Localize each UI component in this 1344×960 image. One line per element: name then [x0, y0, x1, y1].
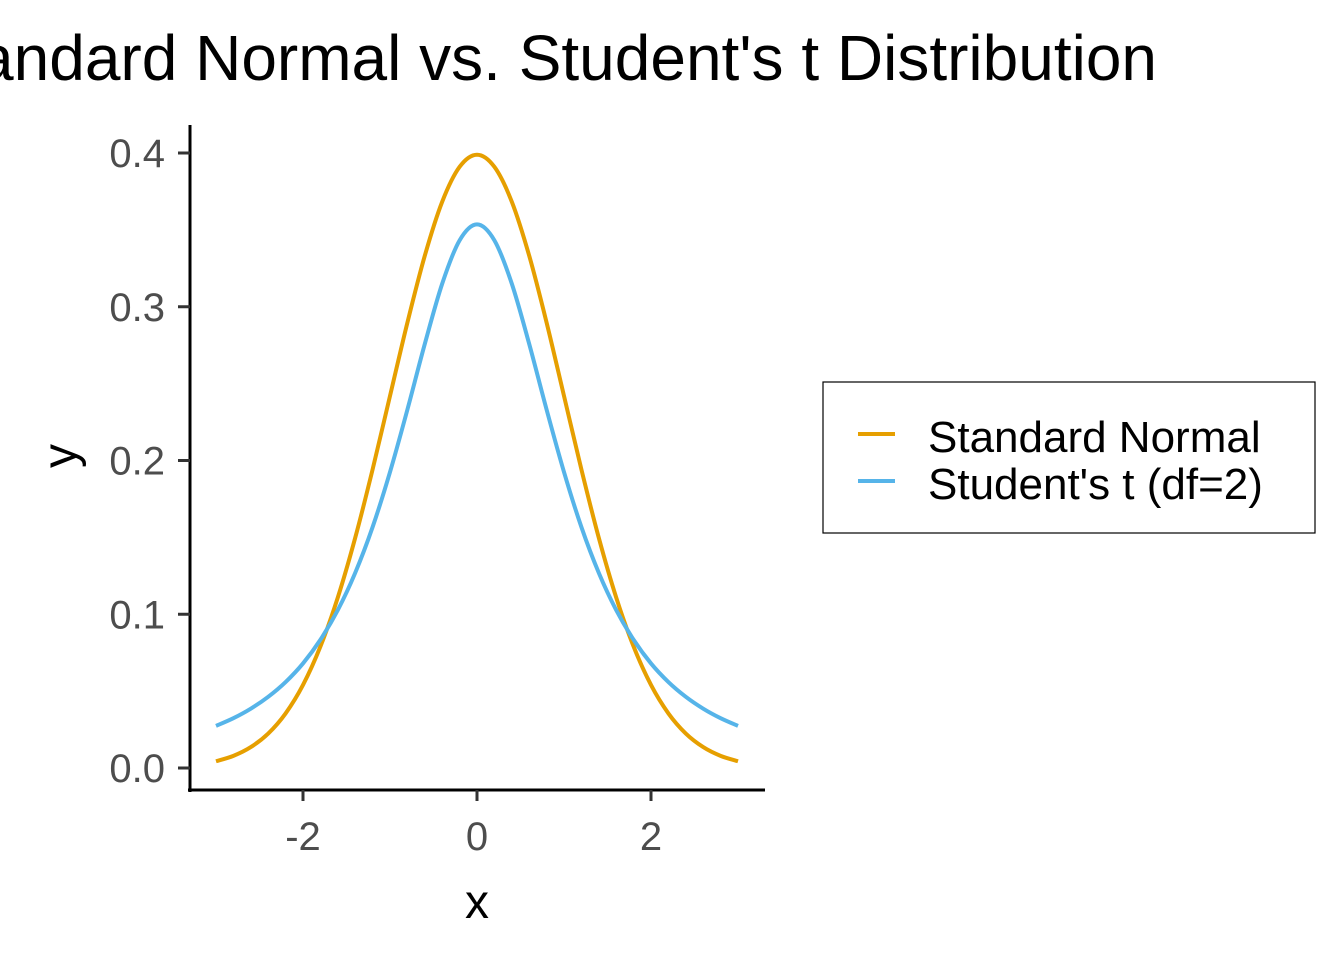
legend: Standard Normal Student's t (df=2)	[822, 381, 1316, 534]
series-line-students-t	[215, 222, 739, 728]
y-axis-label: y	[34, 444, 87, 468]
x-tick-label: -2	[285, 815, 321, 859]
y-tick-label: 0.4	[109, 132, 165, 176]
y-tick-label: 0.2	[109, 440, 165, 484]
y-tick-label: 0.0	[109, 747, 165, 791]
chart-title: Standard Normal vs. Student's t Distribu…	[0, 22, 1157, 94]
y-tick-label: 0.1	[109, 593, 165, 637]
legend-label-students-t: Student's t (df=2)	[928, 460, 1263, 509]
legend-box	[822, 381, 1316, 534]
x-tick-label: 0	[466, 815, 488, 859]
series-line-standard-normal	[215, 152, 739, 764]
x-axis-label: x	[465, 876, 489, 929]
y-tick-label: 0.3	[109, 286, 165, 330]
legend-label-standard-normal: Standard Normal	[928, 413, 1261, 462]
x-tick-label: 2	[640, 815, 662, 859]
plot-area	[215, 152, 739, 764]
